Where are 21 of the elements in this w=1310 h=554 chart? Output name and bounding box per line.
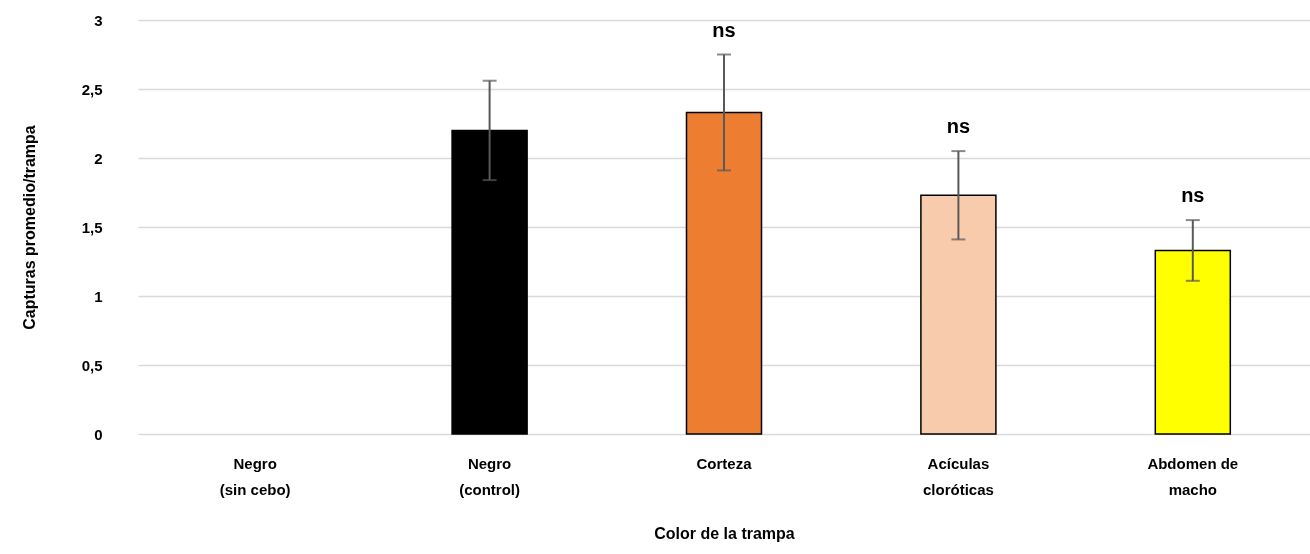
y-tick-label: 0	[94, 425, 103, 443]
bar	[920, 194, 997, 435]
y-tick-label: 1,5	[81, 218, 103, 236]
annotation: ns	[1181, 184, 1205, 207]
y-tick-label: 2,5	[81, 80, 103, 98]
y-tick-label: 0,5	[81, 356, 103, 374]
bar	[451, 129, 528, 435]
x-tick-label: Abdomen de macho	[1147, 454, 1239, 498]
x-tick-label: Negro (control)	[459, 454, 521, 498]
y-tick-label: 3	[94, 11, 103, 29]
x-tick-label: Corteza	[696, 454, 753, 472]
x-tick-label: Negro (sin cebo)	[219, 454, 291, 498]
y-axis-title: Capturas promedio/trampa	[20, 125, 38, 330]
bar	[1154, 249, 1232, 435]
x-axis-title: Color de la trampa	[654, 524, 795, 542]
y-tick-label: 2	[94, 149, 103, 167]
annotation: ns	[946, 115, 971, 138]
bar	[685, 111, 763, 435]
y-tick-label: 1	[94, 287, 103, 305]
x-tick-label: Acículas cloróticas	[922, 454, 994, 498]
annotation: ns	[712, 18, 736, 41]
